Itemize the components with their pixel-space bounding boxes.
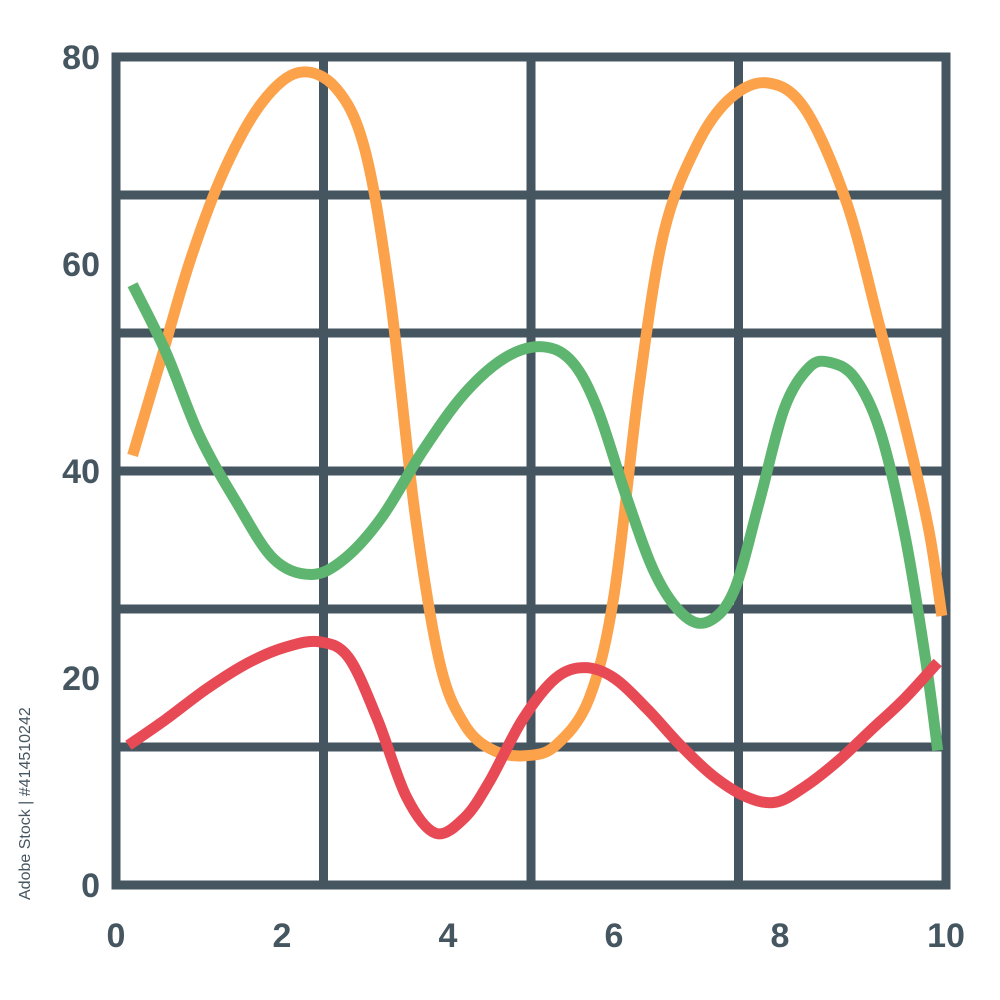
x-axis-tick-labels: 0 2 4 6 8 10 bbox=[107, 917, 965, 955]
chart-grid bbox=[111, 52, 951, 890]
series-line-3 bbox=[125, 635, 942, 840]
y-tick-label: 40 bbox=[62, 453, 100, 491]
y-tick-label: 80 bbox=[62, 39, 100, 77]
chart-series bbox=[125, 66, 948, 840]
y-tick-label: 20 bbox=[62, 660, 100, 698]
stock-watermark-text: Adobe Stock | #414510242 bbox=[17, 707, 34, 900]
series-line-2 bbox=[127, 282, 944, 752]
x-tick-label: 6 bbox=[605, 917, 624, 955]
y-axis-tick-labels: 0 20 40 60 80 bbox=[62, 39, 100, 905]
series-line-1 bbox=[127, 66, 948, 762]
x-tick-label: 2 bbox=[273, 917, 292, 955]
y-tick-label: 60 bbox=[62, 246, 100, 284]
x-tick-label: 10 bbox=[927, 917, 965, 955]
x-tick-label: 4 bbox=[439, 917, 458, 955]
x-tick-label: 8 bbox=[771, 917, 790, 955]
x-tick-label: 0 bbox=[107, 917, 126, 955]
y-tick-label: 0 bbox=[81, 867, 100, 905]
